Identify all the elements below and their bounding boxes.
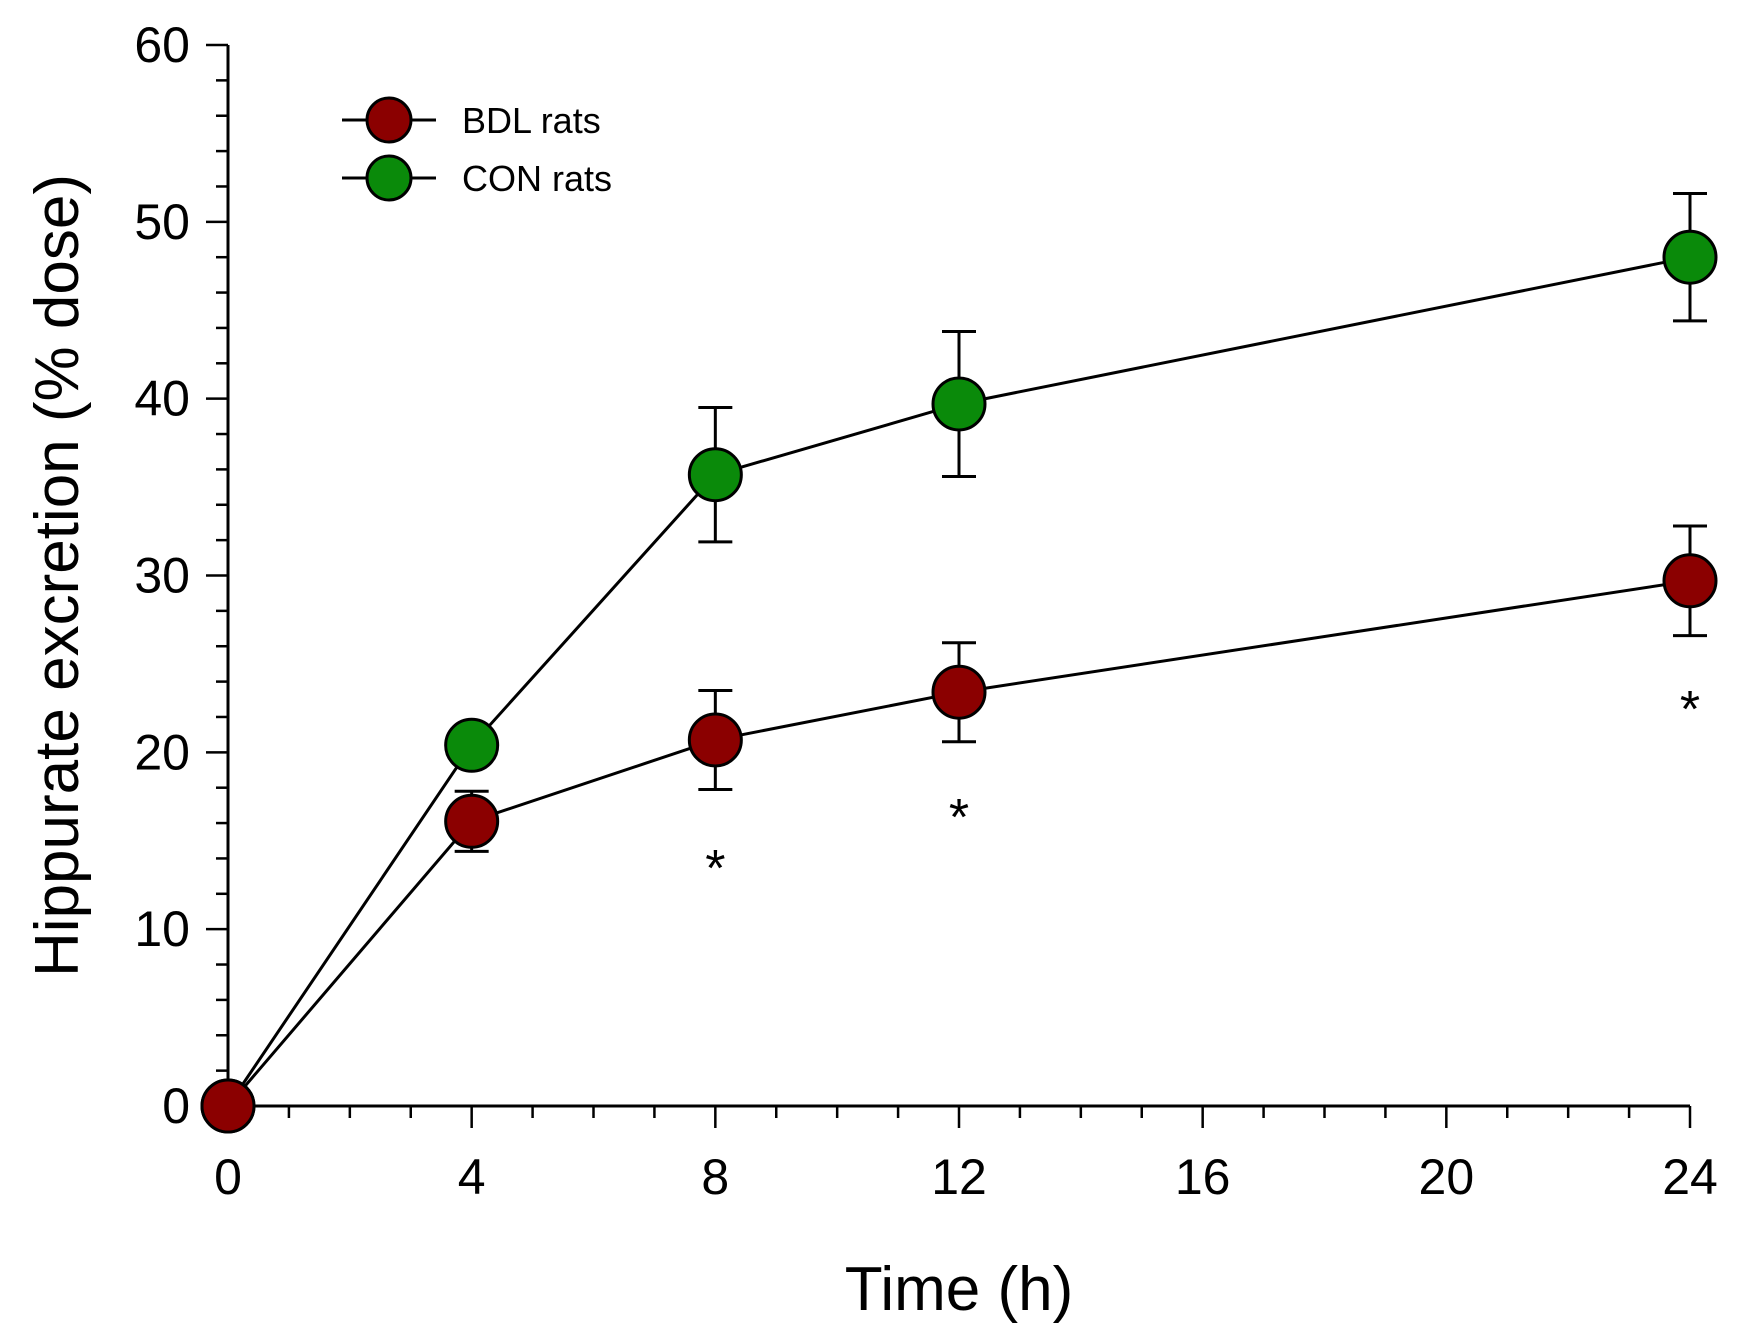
data-point: [1662, 229, 1718, 285]
x-tick-label: 16: [1175, 1149, 1231, 1205]
significance-marker: *: [705, 840, 725, 898]
y-tick-label: 60: [134, 17, 190, 73]
y-tick-label: 40: [134, 371, 190, 427]
data-point: [687, 712, 743, 768]
data-point: [200, 1078, 256, 1134]
legend-marker: [365, 96, 413, 144]
data-point: [444, 793, 500, 849]
data-point: [1662, 553, 1718, 609]
legend-item: CON rats: [342, 154, 612, 202]
annotation-layer: * * *: [705, 681, 1700, 898]
y-tick-label: 30: [134, 548, 190, 604]
data-point: [444, 717, 500, 773]
y-tick-label: 50: [134, 194, 190, 250]
x-tick-label: 4: [458, 1149, 486, 1205]
y-axis-title: Hippurate excretion (% dose): [23, 174, 92, 977]
x-tick-label: 20: [1419, 1149, 1475, 1205]
data-point: [931, 664, 987, 720]
x-tick-label: 0: [214, 1149, 242, 1205]
legend-marker: [365, 154, 413, 202]
series-layer: [200, 192, 1718, 1134]
x-tick-label: 12: [931, 1149, 987, 1205]
y-tick-label: 0: [162, 1078, 190, 1134]
x-axis-title: Time (h): [845, 1255, 1073, 1324]
significance-marker: *: [1680, 681, 1700, 739]
legend: BDL rats CON rats: [342, 96, 612, 202]
axes: 0 10 20 30 40 50 60 0 4 8 12 16 20 24: [134, 17, 1717, 1205]
y-tick-label: 10: [134, 901, 190, 957]
legend-item: BDL rats: [342, 96, 601, 144]
y-tick-label: 20: [134, 724, 190, 780]
significance-marker: *: [949, 789, 969, 847]
x-tick-label: 8: [701, 1149, 729, 1205]
data-point: [931, 376, 987, 432]
legend-label: BDL rats: [462, 100, 601, 141]
legend-label: CON rats: [462, 158, 612, 199]
data-point: [687, 447, 743, 503]
x-tick-label: 24: [1662, 1149, 1718, 1205]
series-bdl-rats: [200, 524, 1718, 1134]
